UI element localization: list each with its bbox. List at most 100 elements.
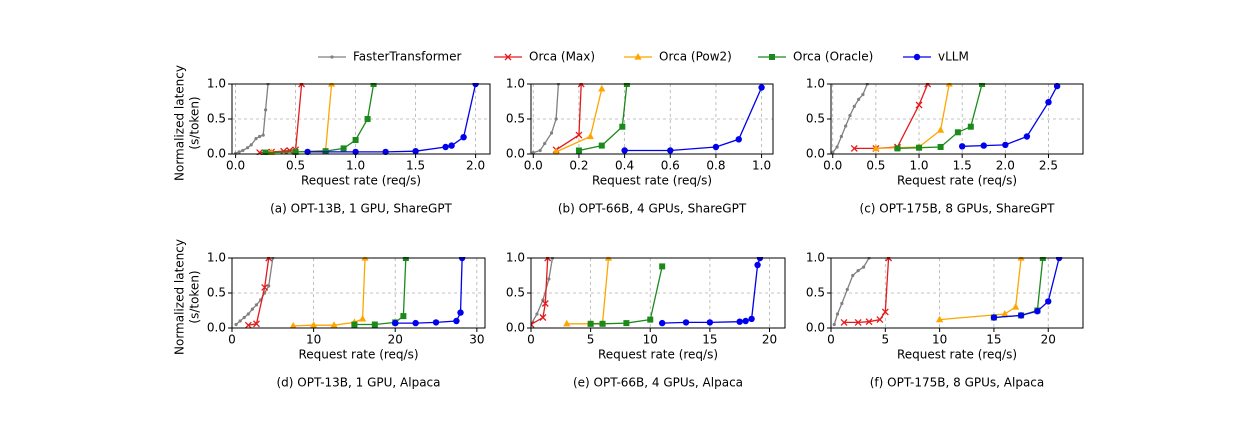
x-tick-label: 15 xyxy=(702,333,717,347)
axes-frame xyxy=(530,257,786,329)
point xyxy=(916,144,923,151)
point xyxy=(552,147,560,155)
series-line xyxy=(854,83,929,150)
y-tick-label: 0.0 xyxy=(806,321,825,335)
point xyxy=(250,307,255,311)
point xyxy=(659,263,666,270)
point xyxy=(1034,308,1041,315)
point xyxy=(647,316,654,323)
y-axis-label: (s/token) xyxy=(188,96,202,149)
series-line xyxy=(531,257,554,325)
point xyxy=(586,132,594,140)
point xyxy=(242,315,246,320)
series-line xyxy=(293,257,366,327)
y-tick-label: 1.0 xyxy=(506,251,525,265)
point xyxy=(448,142,455,149)
point xyxy=(1045,298,1052,305)
caption: (a) OPT-13B, 1 GPU, ShareGPT xyxy=(270,202,452,216)
point xyxy=(539,314,547,321)
point xyxy=(254,303,259,307)
x-axis-label: Request rate (req/s) xyxy=(897,174,1017,188)
x-tick-label: 20 xyxy=(762,333,777,347)
point xyxy=(852,104,856,108)
point xyxy=(954,129,961,136)
point xyxy=(1012,303,1020,310)
point xyxy=(322,148,329,155)
plot-area xyxy=(531,257,764,328)
point xyxy=(453,317,460,325)
axes-frame xyxy=(530,83,774,155)
point xyxy=(382,148,389,155)
point xyxy=(1045,99,1052,106)
point xyxy=(845,287,849,292)
x-tick-label: 0 xyxy=(527,333,535,347)
point xyxy=(980,142,987,149)
point xyxy=(850,144,858,152)
legend-marker xyxy=(913,53,921,61)
point xyxy=(839,134,843,139)
point xyxy=(402,257,409,261)
point xyxy=(575,147,582,154)
x-tick-label: 0.0 xyxy=(823,159,842,173)
point xyxy=(364,116,371,122)
axes-frame xyxy=(231,83,491,155)
point xyxy=(990,314,998,321)
x-tick-label: 0.4 xyxy=(615,159,634,173)
point xyxy=(1017,312,1025,319)
point xyxy=(541,300,549,307)
point xyxy=(261,133,265,137)
series-line xyxy=(248,257,270,326)
point xyxy=(538,148,542,153)
point xyxy=(328,83,336,87)
point xyxy=(598,84,606,92)
point xyxy=(340,145,347,152)
series-line xyxy=(939,257,1022,321)
y-tick-label: 1.0 xyxy=(207,251,226,265)
point xyxy=(936,315,944,323)
caption: (e) OPT-66B, 4 GPUs, Alpaca xyxy=(573,376,743,390)
point xyxy=(371,321,378,328)
axes-frame xyxy=(231,257,486,329)
point xyxy=(289,321,297,329)
y-tick-label: 0.5 xyxy=(506,286,525,300)
y-tick-label: 0.5 xyxy=(506,112,525,126)
point xyxy=(748,315,755,323)
x-tick-label: 5 xyxy=(881,333,889,347)
plot-area xyxy=(234,83,479,155)
series-line xyxy=(395,257,463,324)
point xyxy=(967,123,974,130)
y-tick-label: 1.0 xyxy=(207,77,226,91)
point xyxy=(304,148,311,155)
series-line xyxy=(578,83,628,152)
plot-area xyxy=(832,257,1063,327)
point xyxy=(254,137,258,141)
series-line xyxy=(533,83,560,154)
point xyxy=(1023,133,1031,140)
caption: (f) OPT-175B, 8 GPUs, Alpaca xyxy=(870,376,1045,390)
point xyxy=(400,313,407,320)
point xyxy=(256,149,264,155)
x-tick-label: 20 xyxy=(388,333,403,347)
series-line xyxy=(259,83,303,154)
point xyxy=(848,113,852,118)
y-axis-label: Normalized latency xyxy=(173,239,187,355)
x-tick-label: 20 xyxy=(1041,333,1056,347)
point xyxy=(604,257,613,261)
point xyxy=(249,143,253,147)
legend-marker xyxy=(504,53,512,61)
x-tick-label: 0.5 xyxy=(866,159,885,173)
point xyxy=(460,134,467,141)
plot-area xyxy=(831,83,1061,155)
point xyxy=(563,319,571,327)
point xyxy=(861,92,865,97)
point xyxy=(915,101,923,109)
y-axis-label: (s/token) xyxy=(188,270,202,323)
plot-area xyxy=(234,257,466,329)
point xyxy=(244,321,252,329)
point xyxy=(261,283,269,291)
point xyxy=(238,319,242,323)
x-tick-label: 30 xyxy=(469,333,484,347)
point xyxy=(854,318,862,326)
point xyxy=(840,318,848,326)
y-tick-label: 0.0 xyxy=(207,321,226,335)
